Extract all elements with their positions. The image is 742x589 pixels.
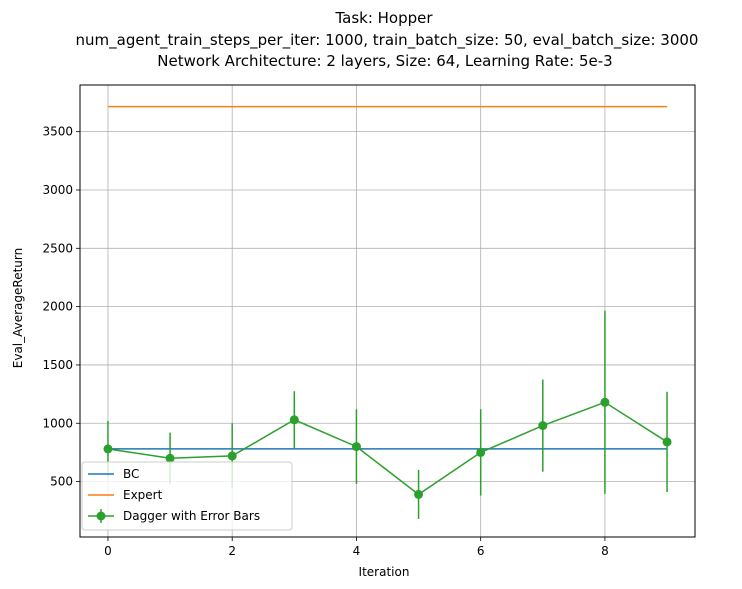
title-line-2: num_agent_train_steps_per_iter: 1000, tr… xyxy=(76,31,699,50)
y-tick-label: 1500 xyxy=(42,358,73,372)
series-2 xyxy=(103,310,672,519)
title-line-3: Network Architecture: 2 layers, Size: 64… xyxy=(157,52,612,70)
legend-label: BC xyxy=(123,467,139,481)
x-tick-label: 6 xyxy=(477,544,485,558)
data-point xyxy=(476,447,486,457)
data-point xyxy=(538,421,548,431)
data-point xyxy=(600,397,610,407)
plot-frame xyxy=(79,84,696,538)
title-line-1: Task: Hopper xyxy=(334,9,433,27)
y-tick-label: 2500 xyxy=(42,241,73,255)
legend: BC Expert Dagger with Error Bars xyxy=(81,461,293,531)
data-point xyxy=(351,442,361,452)
legend-box xyxy=(81,461,293,531)
x-axis-label: Iteration xyxy=(359,565,410,579)
y-axis-label: Eval_AverageReturn xyxy=(11,248,25,368)
y-tick-label: 3000 xyxy=(42,183,73,197)
x-tick-label: 8 xyxy=(601,544,609,558)
legend-label: Dagger with Error Bars xyxy=(123,509,260,523)
y-tick-label: 3500 xyxy=(42,125,73,139)
x-tick-label: 0 xyxy=(104,544,112,558)
data-point xyxy=(289,415,299,425)
data-point xyxy=(165,453,175,463)
chart-title: Task: Hopper num_agent_train_steps_per_i… xyxy=(76,9,699,70)
legend-marker xyxy=(96,511,106,521)
legend-entry-0: BC xyxy=(88,467,139,481)
y-tick-label: 2000 xyxy=(42,300,73,314)
y-tick-label: 500 xyxy=(50,475,73,489)
x-tick-label: 2 xyxy=(228,544,236,558)
plot-series xyxy=(103,105,672,519)
legend-entry-2: Dagger with Error Bars xyxy=(88,509,260,523)
legend-entry-1: Expert xyxy=(88,488,163,502)
data-point xyxy=(414,489,424,499)
axis-ticks: 0 2 4 6 8 500 1000 1500 2000 2500 3000 3500 xyxy=(42,125,608,558)
series-line xyxy=(107,401,668,496)
data-point xyxy=(662,437,672,447)
data-point xyxy=(227,451,237,461)
legend-label: Expert xyxy=(123,488,163,502)
y-tick-label: 1000 xyxy=(42,416,73,430)
data-point xyxy=(103,444,113,454)
x-tick-label: 4 xyxy=(353,544,361,558)
